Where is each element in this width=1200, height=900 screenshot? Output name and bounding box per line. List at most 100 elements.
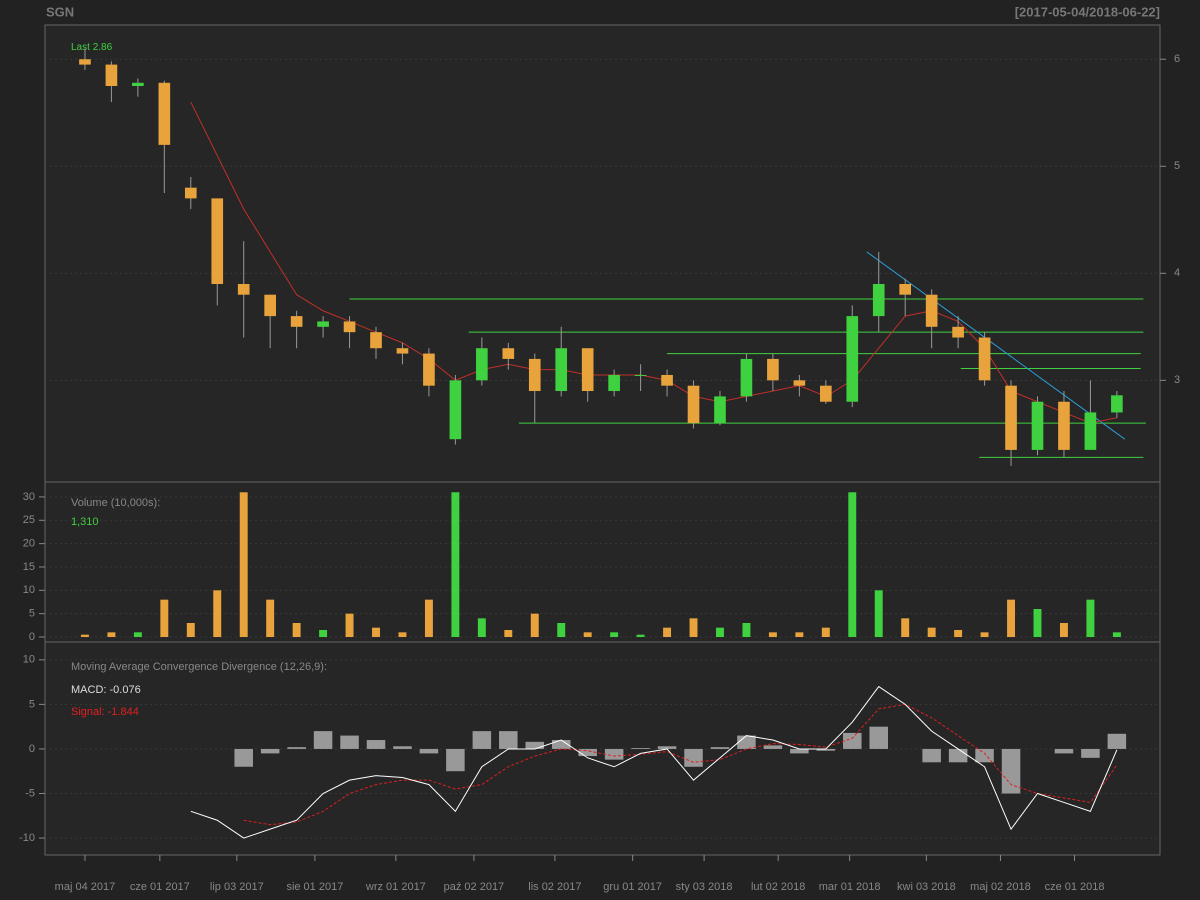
macd-histogram: [763, 745, 783, 749]
macd-histogram: [922, 748, 941, 763]
candle-body: [476, 348, 488, 381]
candle-body: [158, 82, 171, 145]
candle-body: [925, 294, 938, 327]
x-tick-label: maj 04 2017: [55, 881, 116, 893]
volume-bar: [504, 630, 513, 638]
candle-body: [687, 385, 700, 424]
macd-histogram: [499, 731, 518, 749]
macd-histogram: [631, 748, 650, 749]
volume-last: 1,310: [71, 516, 99, 528]
macd-histogram: [340, 735, 359, 749]
macd-histogram: [604, 748, 624, 760]
x-tick-label: maj 02 2018: [970, 881, 1031, 893]
moving-average: [190, 101, 1117, 424]
last-value: 2.86: [93, 42, 113, 53]
y-tick-label: -10: [19, 832, 35, 844]
volume-bar: [689, 618, 698, 638]
volume-bar: [795, 632, 804, 638]
volume-bar: [398, 632, 407, 638]
volume-bar: [239, 492, 248, 638]
candle-body: [634, 374, 647, 376]
macd-histogram: [948, 748, 968, 763]
candle-body: [317, 321, 329, 327]
last-price: Last 2.86: [71, 42, 113, 53]
macd-histogram: [472, 731, 492, 749]
candle-body: [396, 348, 409, 354]
candle-body: [343, 321, 356, 333]
y-tick-label: -5: [25, 787, 35, 799]
candle-body: [978, 337, 991, 381]
x-tick-label: paź 02 2017: [444, 881, 505, 893]
volume-bar: [954, 630, 963, 638]
y-tick-label: 6: [1174, 53, 1180, 65]
candle-body: [184, 187, 197, 199]
volume-bar: [1007, 599, 1016, 638]
candle-body: [1005, 385, 1017, 450]
macd-histogram: [313, 731, 333, 749]
volume-bar: [663, 627, 672, 638]
x-tick-label: sty 03 2018: [676, 881, 733, 893]
candle-body: [581, 348, 594, 392]
y-tick-label: 15: [23, 561, 35, 573]
macd-value: MACD: -0.076: [71, 684, 141, 696]
plot-frame: [44, 24, 1161, 856]
candle-body: [370, 332, 382, 349]
volume-bar: [848, 492, 857, 638]
x-tick-label: lis 02 2017: [528, 881, 581, 893]
macd-histogram: [260, 748, 280, 754]
y-tick-label: 0: [29, 631, 35, 643]
volume-bar: [319, 630, 328, 638]
signal-label: Signal:: [71, 706, 105, 718]
volume-bar: [716, 627, 724, 638]
macd-histogram: [419, 748, 439, 754]
x-tick-label: sie 01 2017: [286, 881, 343, 893]
volume-bar: [768, 632, 777, 638]
volume-bar: [133, 632, 142, 638]
candle-body: [661, 374, 673, 386]
volume-bar: [530, 613, 539, 638]
macd-histogram: [869, 726, 888, 749]
macd-histogram: [1054, 748, 1074, 754]
candle-body: [555, 348, 568, 392]
macd-histogram: [737, 735, 756, 749]
volume-bar: [742, 622, 751, 638]
y-tick-label: 5: [29, 698, 35, 710]
y-tick-label: 10: [23, 654, 35, 666]
volume-bar: [1112, 632, 1121, 638]
macd-line: [190, 685, 1118, 839]
candle-body: [1058, 401, 1070, 450]
candle-body: [740, 358, 753, 397]
volume-bar: [213, 590, 222, 638]
volume-bar: [927, 627, 936, 638]
volume-bar: [821, 627, 830, 638]
volume-bar: [1059, 622, 1068, 638]
candle-body: [79, 59, 91, 65]
volume-bar: [610, 632, 619, 638]
candle-body: [899, 284, 912, 295]
volume-bar: [424, 599, 433, 638]
y-tick-label: 3: [1174, 374, 1180, 386]
volume-bar: [345, 613, 354, 638]
candle-body: [211, 198, 224, 285]
macd-histogram: [525, 741, 545, 749]
volume-bar: [1033, 608, 1042, 638]
volume-label: Volume (10,000s):: [71, 497, 160, 509]
macd-histogram: [843, 732, 862, 749]
macd-histogram: [790, 748, 809, 754]
volume-bar: [583, 632, 592, 638]
x-tick-label: lut 02 2018: [751, 881, 805, 893]
candle-body: [952, 326, 964, 338]
volume-bar: [874, 590, 883, 638]
macd-histogram: [446, 748, 465, 772]
x-tick-label: cze 01 2017: [130, 881, 190, 893]
macd-histogram: [287, 747, 306, 749]
y-tick-label: 5: [1174, 160, 1180, 172]
volume-bar: [451, 492, 460, 638]
volume-bar: [160, 599, 169, 638]
candle-body: [237, 284, 250, 295]
y-tick-label: 25: [23, 514, 35, 526]
x-tick-label: cze 01 2018: [1045, 881, 1105, 893]
x-tick-label: lip 03 2017: [210, 881, 264, 893]
candle-body: [819, 385, 832, 402]
trend-line: [866, 251, 1126, 440]
